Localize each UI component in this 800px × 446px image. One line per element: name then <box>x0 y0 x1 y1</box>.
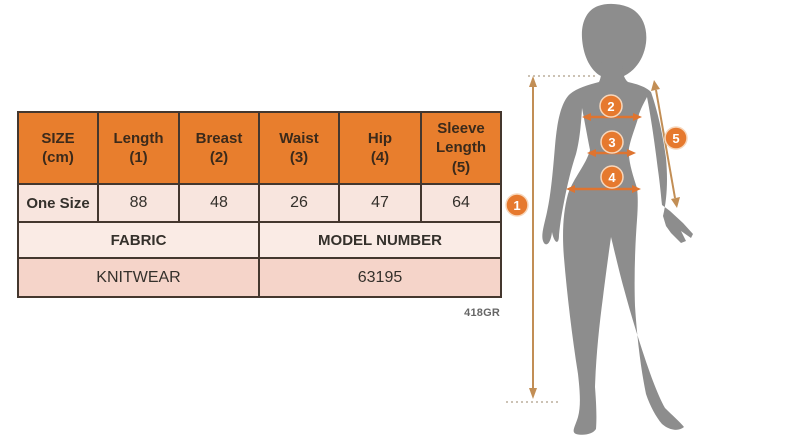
marker-circle <box>600 165 624 189</box>
model-number-value-cell: 63195 <box>258 257 502 298</box>
value-breast: 48 <box>178 183 260 223</box>
values-row: KNITWEAR 63195 <box>17 257 502 298</box>
measurement-marker-1: 1 <box>505 193 529 217</box>
marker-number: 3 <box>608 135 615 150</box>
arrow-head-right-icon <box>632 185 641 193</box>
sleeve-arrow <box>651 80 680 208</box>
marker-number: 2 <box>607 99 614 114</box>
header-breast: Breast (2) <box>178 111 260 185</box>
size-name-cell: One Size <box>17 183 99 223</box>
measurement-marker-3: 3 <box>600 130 624 154</box>
sleeve-arrow-line <box>655 89 676 199</box>
size-chart-table: SIZE (cm) Length (1) Breast (2) Waist (3… <box>17 111 502 298</box>
hip-arrow <box>566 185 641 193</box>
arrow-head-left-icon <box>566 185 575 193</box>
header-waist: Waist (3) <box>258 111 340 185</box>
marker-circle <box>599 94 623 118</box>
model-number-label-cell: MODEL NUMBER <box>258 221 502 259</box>
value-sleeve-length: 64 <box>420 183 502 223</box>
arrow-head-down-icon <box>671 197 680 208</box>
marker-number: 4 <box>608 170 616 185</box>
model-silhouette-graphic <box>542 3 693 435</box>
header-row: SIZE (cm) Length (1) Breast (2) Waist (3… <box>17 111 502 185</box>
arrow-head-right-icon <box>633 113 642 121</box>
arrow-head-up-icon <box>529 76 537 87</box>
marker-circle <box>600 130 624 154</box>
arrow-head-left-icon <box>582 113 591 121</box>
arrow-head-down-icon <box>529 388 537 399</box>
labels-row: FABRIC MODEL NUMBER <box>17 221 502 259</box>
length-arrow <box>529 76 537 399</box>
measurement-marker-4: 4 <box>600 165 624 189</box>
silhouette-body <box>542 62 693 435</box>
silhouette-head <box>581 3 647 79</box>
measurement-marker-5: 5 <box>664 126 688 150</box>
marker-circle <box>664 126 688 150</box>
fabric-label-cell: FABRIC <box>17 221 260 259</box>
marker-number: 1 <box>513 198 520 213</box>
value-waist: 26 <box>258 183 340 223</box>
arrow-head-left-icon <box>587 149 596 157</box>
arrow-head-up-icon <box>651 80 660 91</box>
marker-circle <box>505 193 529 217</box>
header-hip: Hip (4) <box>338 111 422 185</box>
fabric-value-cell: KNITWEAR <box>17 257 260 298</box>
measurement-marker-2: 2 <box>599 94 623 118</box>
marker-number: 5 <box>672 131 679 146</box>
header-sleeve-length: Sleeve Length (5) <box>420 111 502 185</box>
arrow-head-right-icon <box>627 149 636 157</box>
value-hip: 47 <box>338 183 422 223</box>
one-size-row: One Size 88 48 26 47 64 <box>17 183 502 223</box>
header-size-cm: SIZE (cm) <box>17 111 99 185</box>
measurement-diagram: 1 2 3 4 5 <box>505 3 693 435</box>
header-length: Length (1) <box>97 111 180 185</box>
model-code-note: 418GR <box>464 307 500 319</box>
value-length: 88 <box>97 183 180 223</box>
